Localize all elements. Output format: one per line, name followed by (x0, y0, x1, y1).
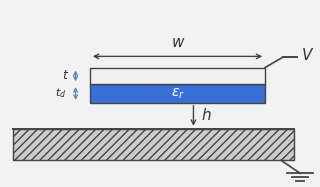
Text: w: w (171, 35, 184, 50)
Text: t: t (62, 69, 67, 82)
Bar (90, 84, 265, 103)
Bar (13, 129, 294, 160)
Text: $\epsilon_r$: $\epsilon_r$ (171, 86, 185, 101)
Bar (90, 68, 265, 84)
Text: V: V (302, 48, 312, 63)
Text: h: h (201, 108, 211, 123)
Text: $t_d$: $t_d$ (55, 87, 67, 100)
